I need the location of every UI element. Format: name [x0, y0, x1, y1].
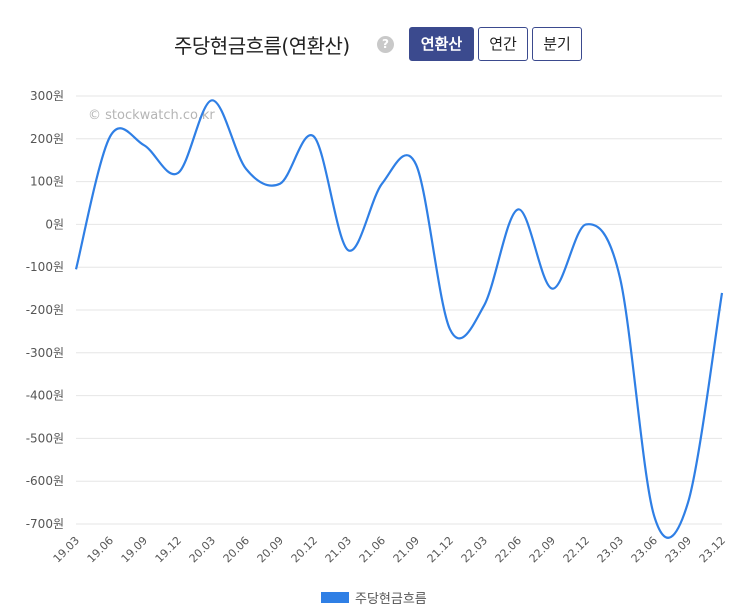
chart-header: 주당현금흐름(연환산) ? 연환산 연간 분기	[0, 26, 744, 66]
y-tick-label: -600원	[26, 474, 64, 488]
annualized-button[interactable]: 연환산	[409, 27, 474, 61]
y-tick-label: -300원	[26, 346, 64, 360]
x-tick-label: 19.06	[85, 534, 116, 565]
x-tick-label: 22.12	[561, 534, 592, 565]
x-tick-label: 21.03	[323, 534, 354, 565]
x-tick-label: 20.03	[187, 534, 218, 565]
x-tick-label: 20.06	[221, 534, 252, 565]
watermark: © stockwatch.co.kr	[88, 108, 215, 123]
x-tick-label: 22.03	[459, 534, 490, 565]
x-tick-label: 22.09	[527, 534, 558, 565]
y-tick-label: 100원	[30, 175, 64, 189]
y-tick-label: -700원	[26, 517, 64, 531]
x-tick-label: 20.12	[289, 534, 320, 565]
legend-swatch	[321, 592, 349, 603]
x-tick-label: 20.09	[255, 534, 286, 565]
legend-label: 주당현금흐름	[355, 592, 427, 607]
x-tick-label: 23.03	[595, 534, 626, 565]
annual-button[interactable]: 연간	[478, 27, 528, 61]
x-tick-label: 23.12	[697, 534, 728, 565]
x-tick-label: 19.03	[51, 534, 82, 565]
x-tick-label: 19.09	[119, 534, 150, 565]
y-tick-label: -100원	[26, 260, 64, 274]
y-tick-label: 300원	[30, 89, 64, 103]
y-tick-label: -200원	[26, 303, 64, 317]
chart-title: 주당현금흐름(연환산)	[174, 34, 350, 58]
x-tick-label: 21.09	[391, 534, 422, 565]
x-axis: 19.03 19.06 19.09 19.12 20.03 20.06 20.09 20.12…	[51, 534, 728, 565]
x-tick-label: 22.06	[493, 534, 524, 565]
y-tick-label: -500원	[26, 431, 64, 445]
x-tick-label: 21.06	[357, 534, 388, 565]
x-tick-label: 21.12	[425, 534, 456, 565]
help-icon[interactable]: ?	[377, 36, 394, 53]
y-tick-label: -400원	[26, 389, 64, 403]
x-tick-label: 23.06	[629, 534, 660, 565]
y-axis: 300원 200원 100원 0원 -100원 -200원 -300원 -400원 -500원 -…	[26, 89, 64, 531]
series-line	[74, 99, 724, 539]
y-tick-label: 200원	[30, 132, 64, 146]
grid-lines	[76, 95, 722, 525]
x-tick-label: 19.12	[153, 534, 184, 565]
y-tick-label: 0원	[45, 217, 64, 231]
quarterly-button[interactable]: 분기	[532, 27, 582, 61]
